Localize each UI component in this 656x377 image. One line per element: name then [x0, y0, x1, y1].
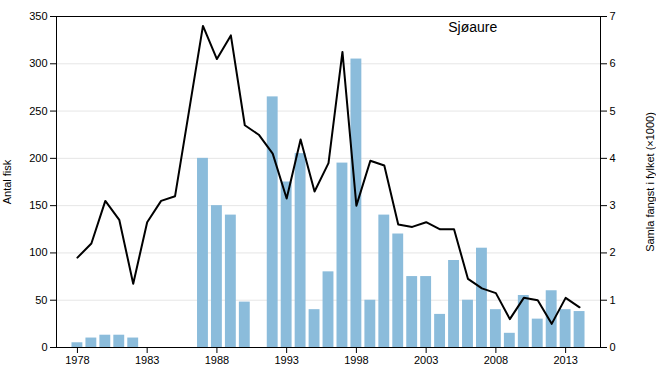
svg-text:1988: 1988: [205, 354, 229, 366]
svg-text:100: 100: [29, 246, 47, 258]
svg-text:Antal fisk: Antal fisk: [1, 159, 13, 204]
svg-text:3: 3: [610, 199, 616, 211]
svg-text:Sjøaure: Sjøaure: [448, 19, 497, 35]
svg-text:1998: 1998: [344, 354, 368, 366]
svg-text:2013: 2013: [553, 354, 577, 366]
svg-text:1993: 1993: [274, 354, 298, 366]
svg-text:1978: 1978: [65, 354, 89, 366]
svg-text:4: 4: [610, 152, 616, 164]
svg-text:0: 0: [41, 341, 47, 353]
svg-text:5: 5: [610, 105, 616, 117]
svg-text:2: 2: [610, 246, 616, 258]
svg-text:300: 300: [29, 57, 47, 69]
svg-text:1: 1: [610, 294, 616, 306]
svg-text:Samla fangst i fylket (×1000): Samla fangst i fylket (×1000): [644, 112, 656, 252]
svg-text:350: 350: [29, 10, 47, 22]
svg-text:6: 6: [610, 57, 616, 69]
svg-text:2003: 2003: [414, 354, 438, 366]
svg-text:2008: 2008: [484, 354, 508, 366]
svg-text:7: 7: [610, 10, 616, 22]
svg-text:0: 0: [610, 341, 616, 353]
svg-text:1983: 1983: [135, 354, 159, 366]
svg-text:200: 200: [29, 152, 47, 164]
svg-text:150: 150: [29, 199, 47, 211]
svg-text:250: 250: [29, 105, 47, 117]
svg-text:50: 50: [35, 294, 47, 306]
